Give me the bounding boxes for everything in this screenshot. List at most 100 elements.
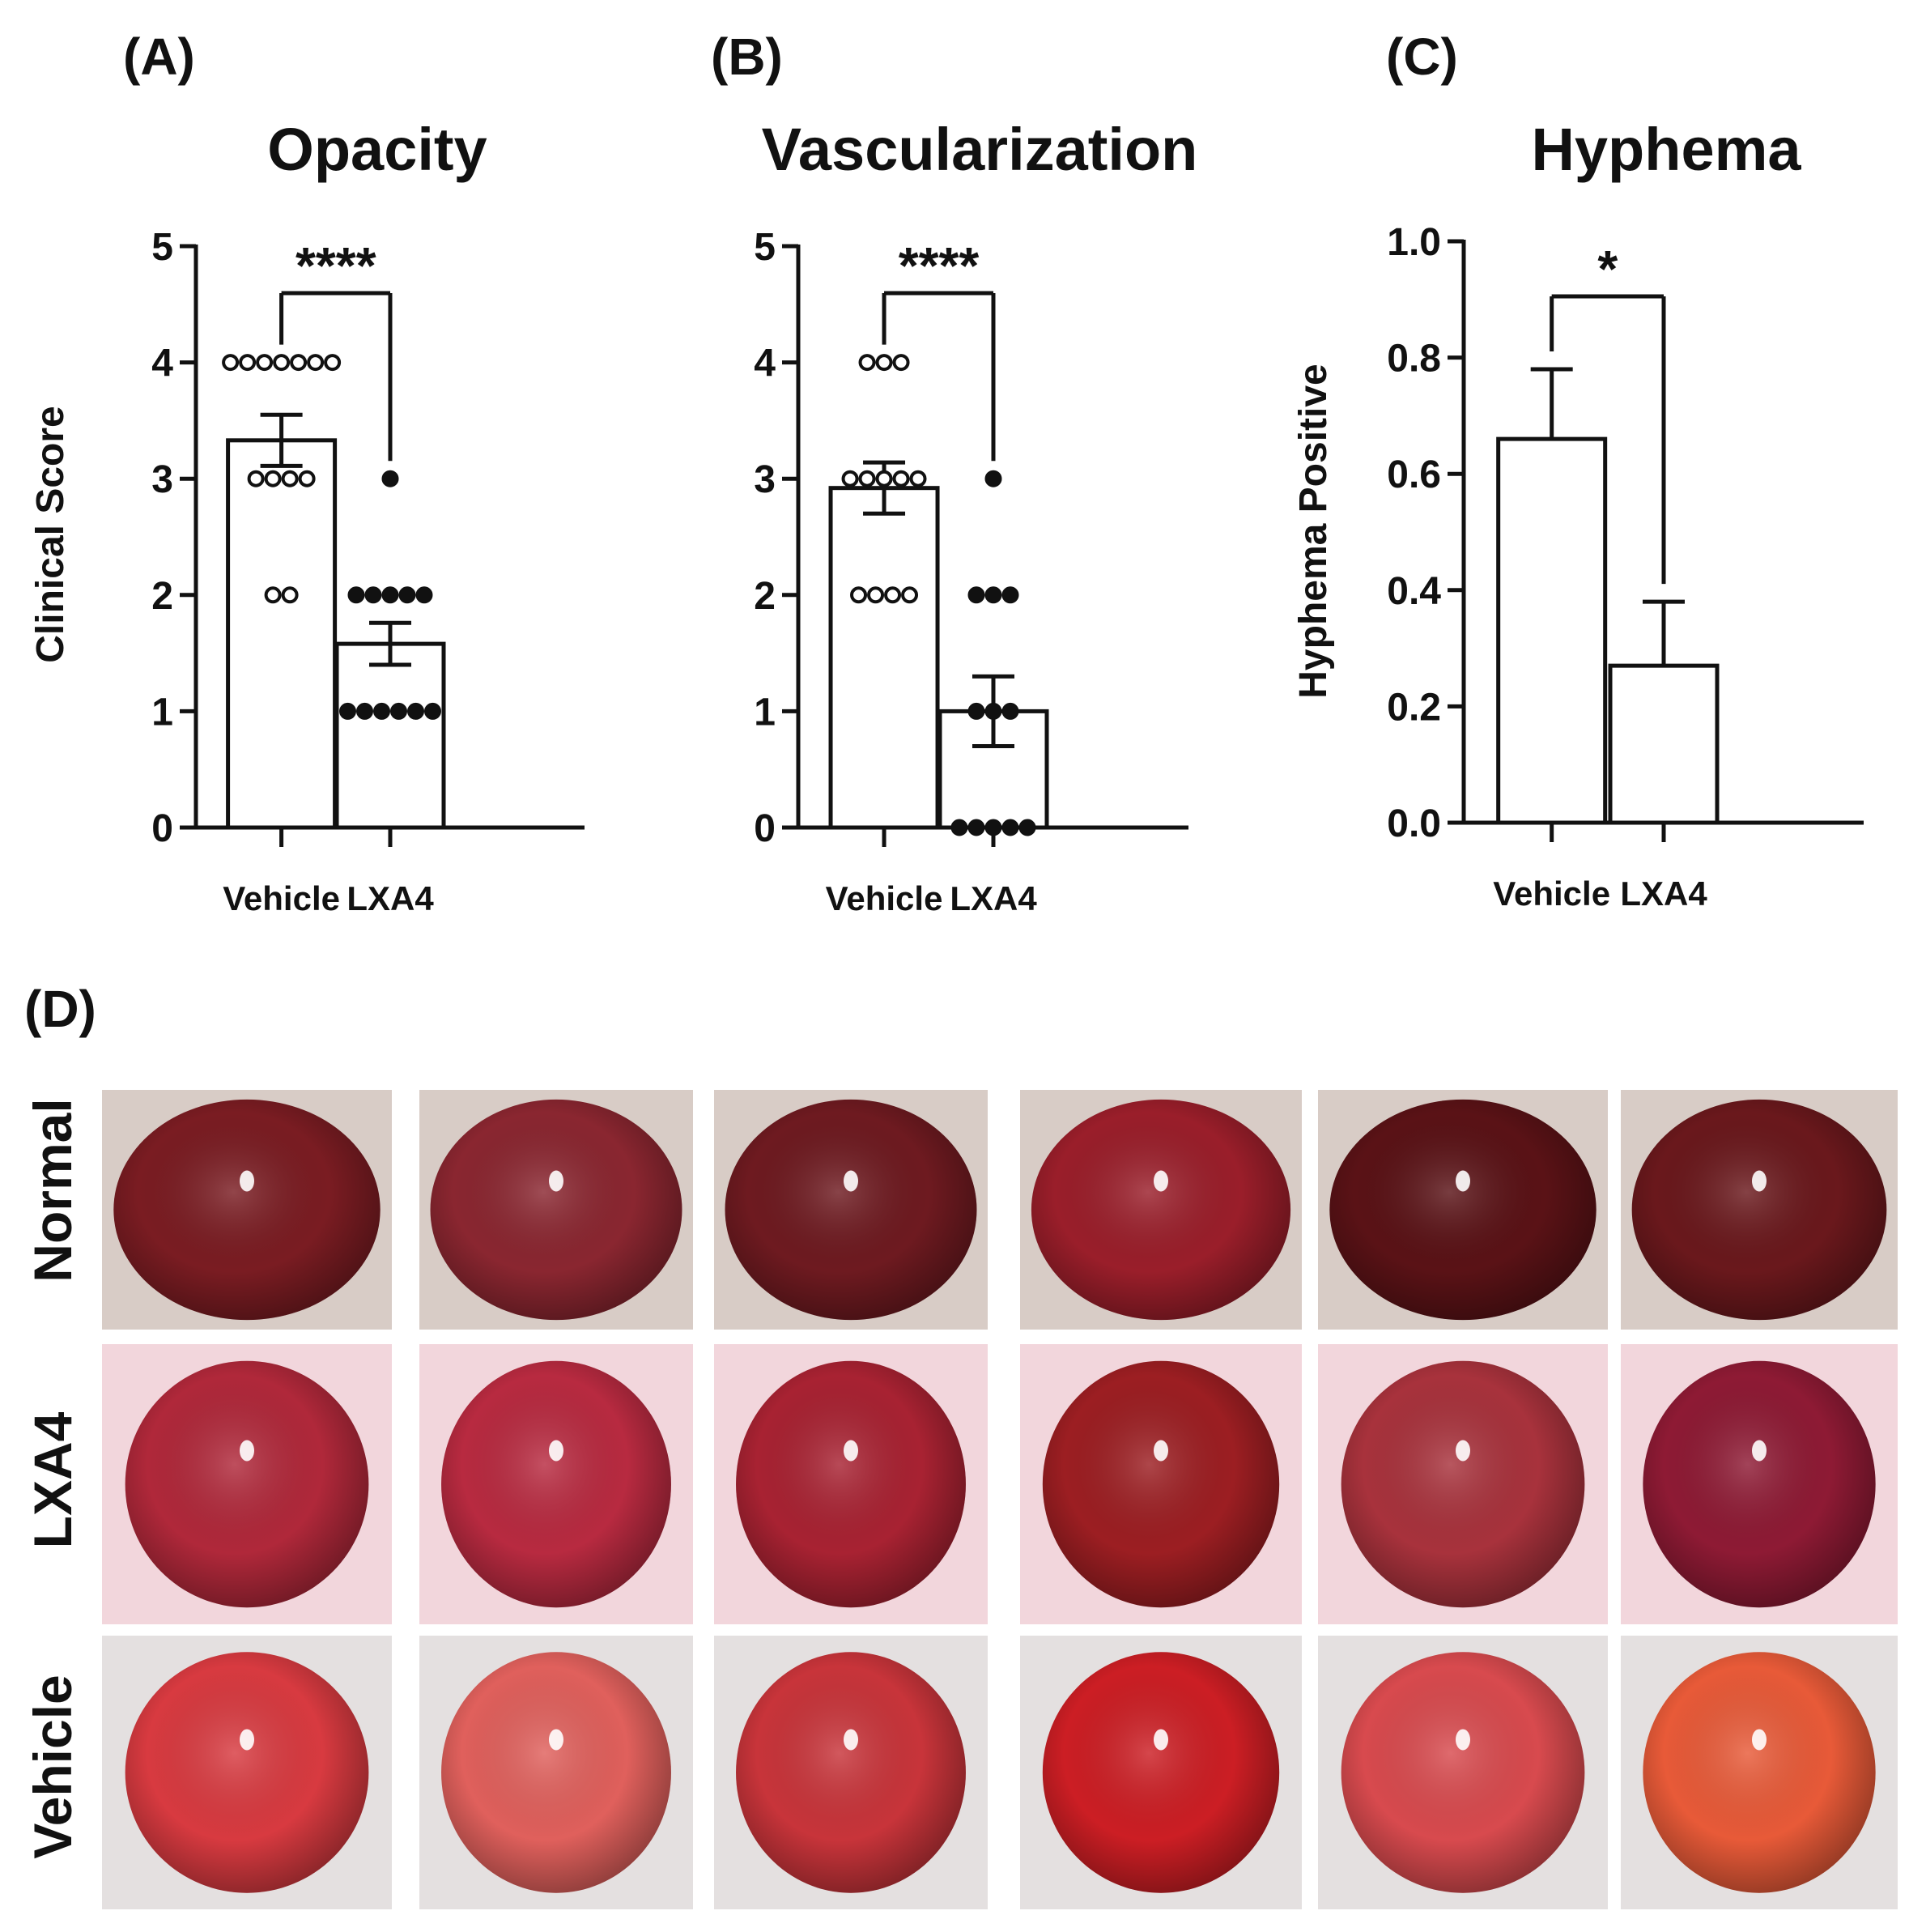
panel-letter-c: (C): [1386, 28, 1458, 86]
ylabel-hyphema-positive: Hyphema Positive: [1292, 364, 1335, 698]
data-point: [858, 354, 876, 372]
eye-shading: [441, 1360, 671, 1608]
data-point: [373, 702, 390, 720]
data-point: [892, 354, 910, 372]
data-point: [281, 586, 299, 604]
eye-shading: [1643, 1360, 1876, 1608]
eye-highlight: [1154, 1170, 1168, 1192]
eye-highlight: [240, 1170, 254, 1192]
panel-letter-b: (B): [711, 28, 783, 86]
data-point: [875, 354, 893, 372]
data-point: [967, 702, 985, 720]
data-point: [967, 586, 985, 604]
data-point: [415, 586, 433, 604]
data-point: [407, 702, 424, 720]
data-point: [222, 354, 240, 372]
eye-shading: [1031, 1099, 1291, 1321]
data-point: [967, 819, 985, 836]
data-point: [909, 470, 927, 487]
row-label-vehicle: Vehicle: [23, 1675, 83, 1859]
y-tick-label: 0: [151, 807, 173, 850]
eye-highlight: [1456, 1170, 1470, 1192]
data-point: [347, 586, 365, 604]
eye-highlight: [844, 1729, 858, 1751]
row-label-lxa4: LXA4: [23, 1411, 83, 1548]
data-point: [290, 354, 308, 372]
data-point: [1001, 819, 1019, 836]
eye-shading: [113, 1099, 381, 1321]
y-tick-label: 2: [151, 575, 173, 618]
y-tick-label: 0.8: [1387, 338, 1441, 381]
y-tick-label: 3: [754, 458, 776, 501]
eye-shading: [1341, 1652, 1585, 1893]
significance-label: *: [1597, 240, 1618, 298]
y-tick-label: 5: [151, 226, 173, 269]
eye-highlight: [549, 1170, 563, 1192]
data-point: [950, 819, 968, 836]
data-point: [398, 586, 416, 604]
data-point: [1018, 819, 1036, 836]
eye-photo-grid: [102, 1090, 1898, 1909]
data-point: [424, 702, 441, 720]
y-tick-label: 5: [754, 226, 776, 269]
y-tick-label: 4: [754, 343, 776, 385]
eye-highlight: [240, 1440, 254, 1462]
eye-shading: [125, 1652, 369, 1893]
eye-shading: [441, 1652, 671, 1893]
ylabel-clinical-score: Clinical Score: [29, 406, 72, 662]
y-tick-label: 1: [151, 691, 173, 734]
data-point: [984, 470, 1002, 487]
chart-title-hyphema: Hyphema: [1531, 116, 1801, 183]
eye-shading: [1643, 1652, 1876, 1893]
data-point: [381, 470, 399, 487]
panel-letter-a: (A): [123, 28, 195, 86]
data-point: [273, 354, 291, 372]
chart-title-opacity: Opacity: [267, 116, 487, 183]
eye-highlight: [549, 1729, 563, 1751]
data-point: [339, 702, 356, 720]
data-point: [381, 586, 399, 604]
chart-title-vascularization: Vascularization: [762, 116, 1198, 183]
eye-shading: [1042, 1360, 1280, 1608]
x-tick-label-lxa4: LXA4: [950, 879, 1037, 917]
eye-highlight: [1154, 1729, 1168, 1751]
bar-lxa4: [334, 641, 446, 830]
data-point: [298, 470, 316, 487]
eye-highlight: [240, 1729, 254, 1751]
data-point: [892, 470, 910, 487]
data-point: [984, 819, 1002, 836]
eye-highlight: [1752, 1729, 1767, 1751]
eye-shading: [725, 1099, 977, 1321]
data-point: [307, 354, 325, 372]
data-point: [390, 702, 407, 720]
bar-vehicle: [226, 438, 338, 830]
eye-shading: [430, 1099, 682, 1321]
data-point: [901, 586, 919, 604]
y-tick-label: 2: [754, 575, 776, 618]
data-point: [884, 586, 902, 604]
eye-highlight: [1752, 1170, 1767, 1192]
x-tick-label-vehicle: Vehicle: [826, 879, 943, 917]
data-point: [247, 470, 265, 487]
data-point: [364, 586, 382, 604]
eye-shading: [1329, 1099, 1596, 1321]
data-point: [1001, 702, 1019, 720]
bar-vehicle: [828, 486, 940, 830]
y-tick-label: 1.0: [1387, 221, 1441, 264]
eye-shading: [1341, 1360, 1585, 1608]
eye-highlight: [1456, 1729, 1470, 1751]
eye-highlight: [844, 1170, 858, 1192]
data-point: [841, 470, 859, 487]
data-point: [858, 470, 876, 487]
x-tick-label-vehicle: Vehicle: [1493, 875, 1610, 913]
data-point: [867, 586, 885, 604]
x-tick-label-lxa4: LXA4: [1620, 875, 1707, 913]
significance-label: ****: [295, 236, 376, 295]
chart-vascularization: 0 1 2 3 4 5 Vehicle LXA4 ****: [754, 226, 1188, 917]
x-tick-label-vehicle: Vehicle: [223, 879, 340, 917]
data-point: [850, 586, 868, 604]
data-point: [256, 354, 274, 372]
y-tick-label: 0.2: [1387, 686, 1441, 729]
eye-highlight: [1456, 1440, 1470, 1462]
